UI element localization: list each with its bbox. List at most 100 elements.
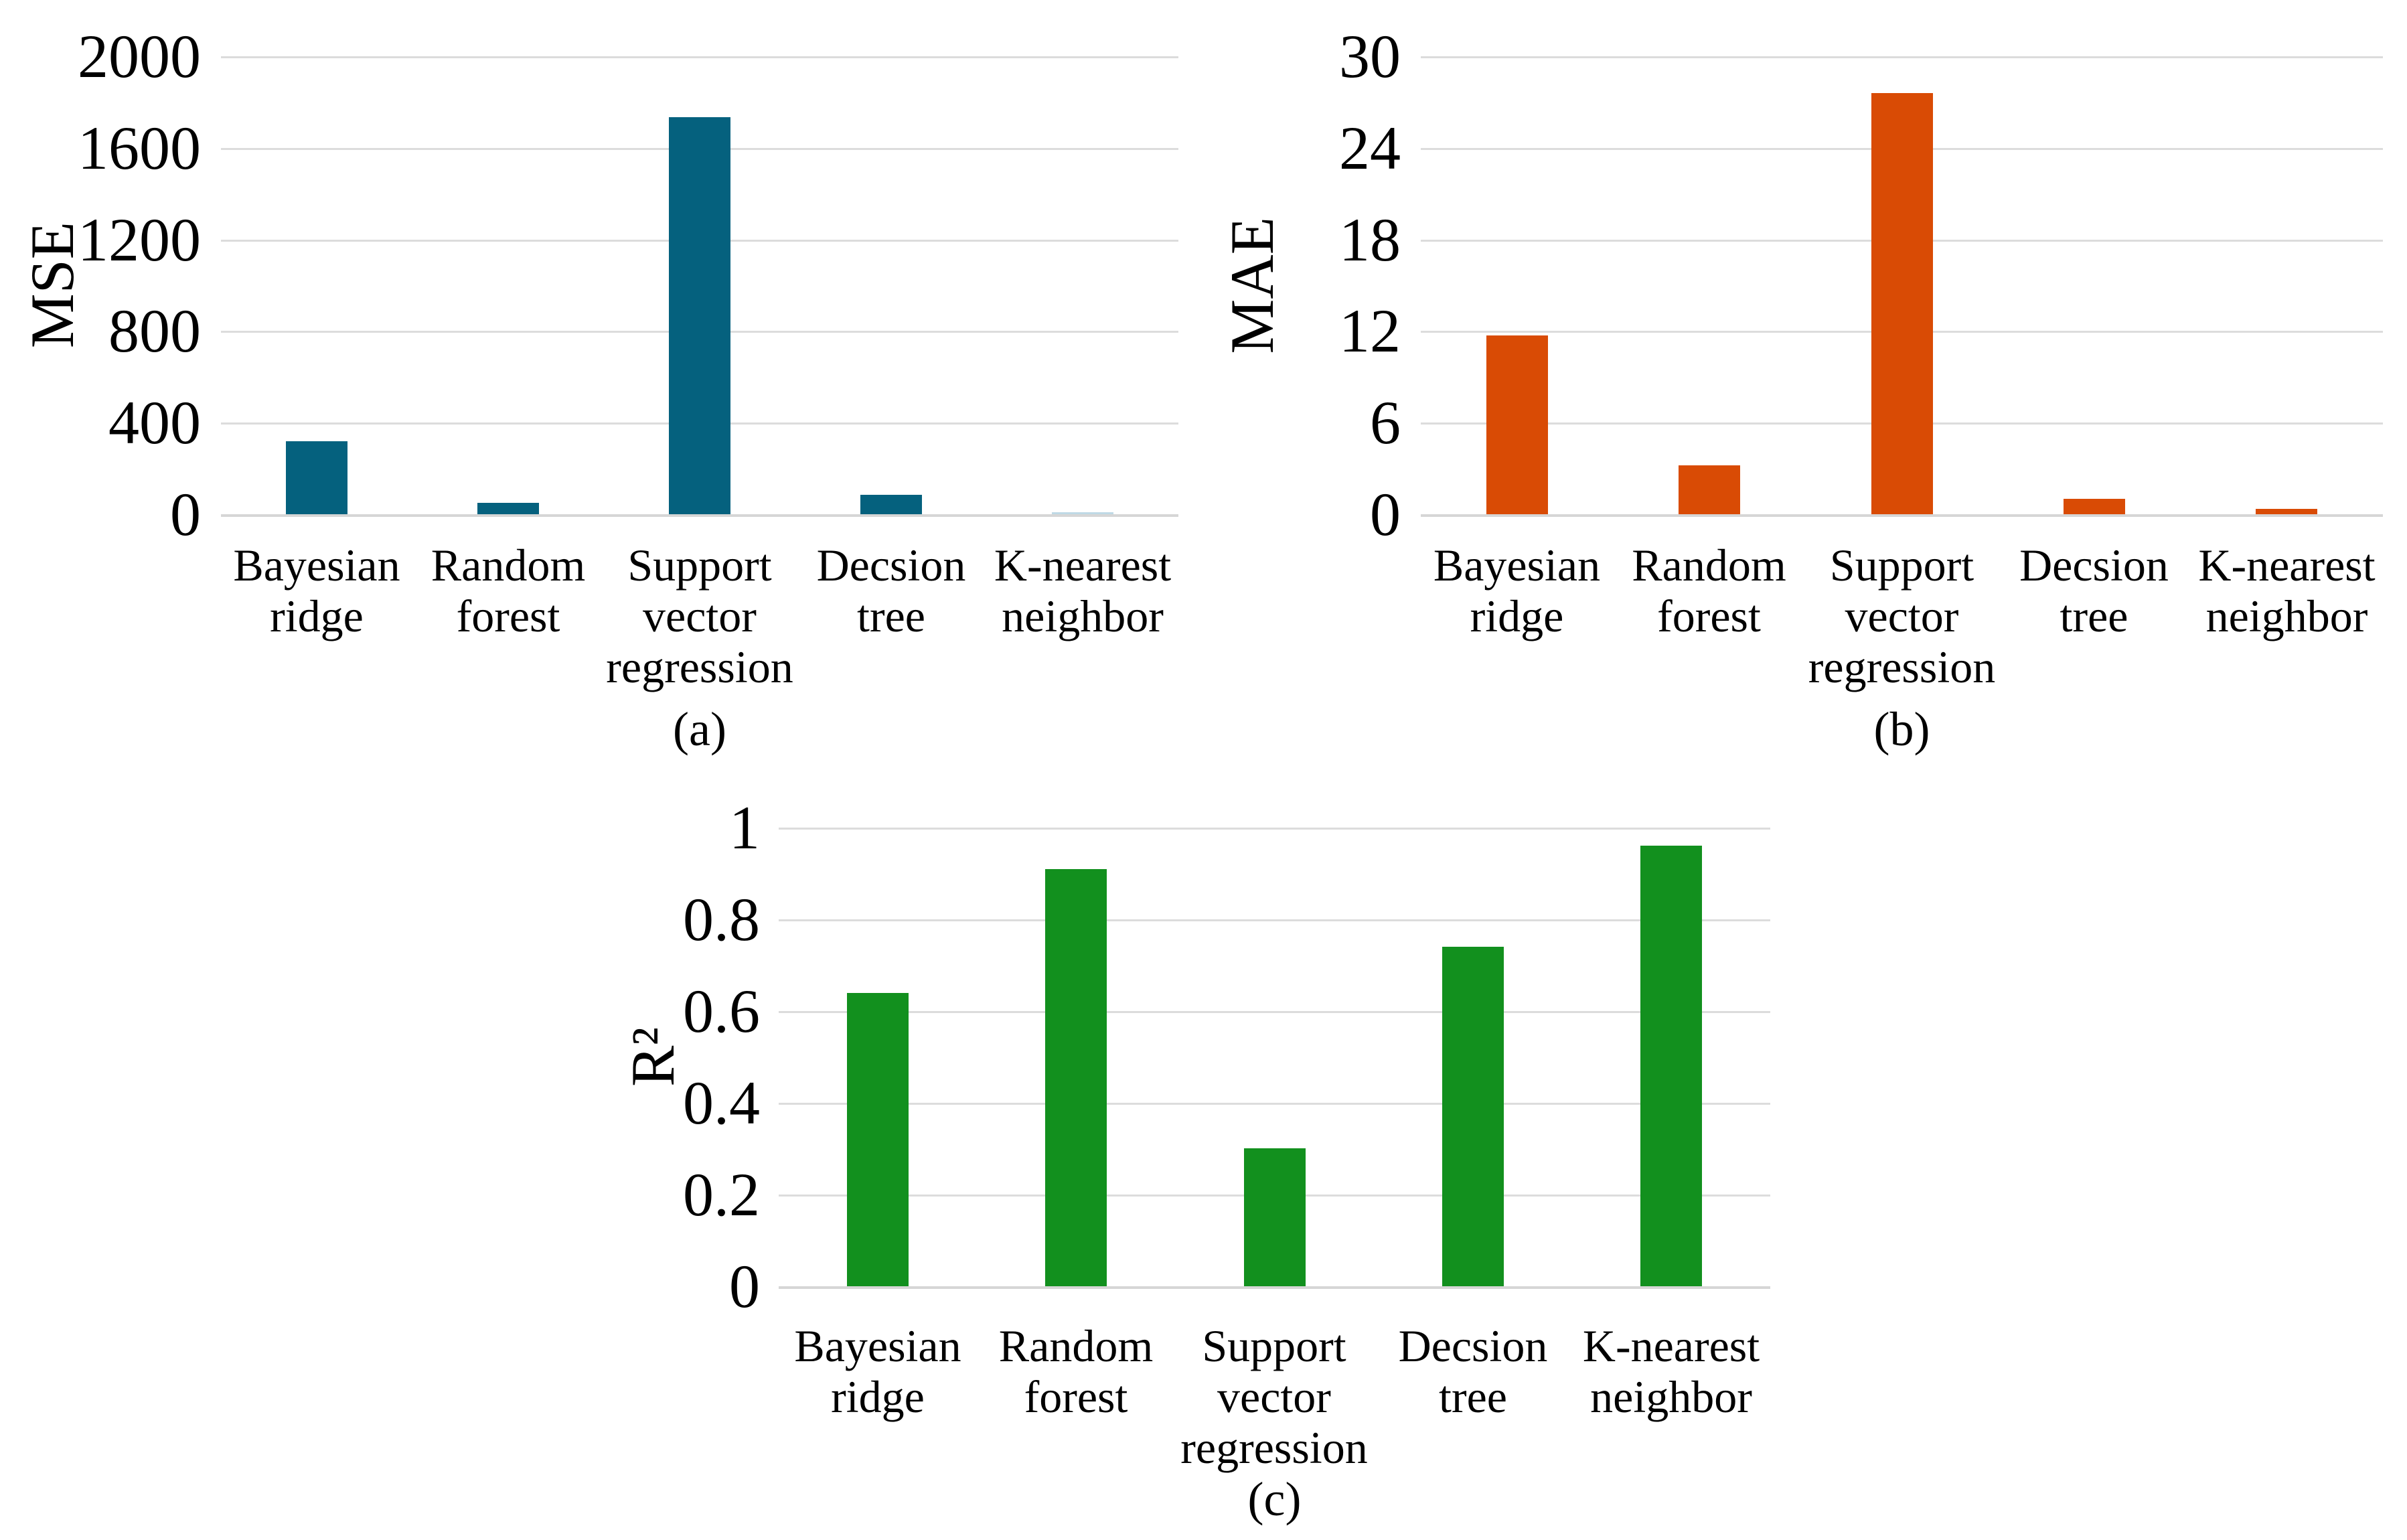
x-category-label-line: regression	[1180, 1422, 1368, 1474]
bar-c-random-forest	[1045, 869, 1107, 1286]
x-category-label-line: vector	[643, 591, 757, 642]
x-category-label-a-bayesian-ridge: Bayesian ridge	[221, 540, 412, 641]
gridline-b-0	[1421, 514, 2383, 517]
x-category-label-line: forest	[456, 591, 560, 642]
y-tick-label-b-6: 6	[1370, 388, 1401, 457]
gridline-c-0.2	[779, 1195, 1770, 1197]
x-category-label-line: Random	[431, 540, 586, 591]
bar-b-support-vector-regression	[1871, 93, 1933, 514]
y-axis-tick-labels-a: 0 400 800 1200 1600 2000	[0, 25, 201, 545]
plot-area-mse	[221, 56, 1178, 517]
bar-a-decsion-tree	[860, 495, 922, 514]
y-tick-label-c-0.6: 0.6	[683, 977, 760, 1045]
y-tick-label-b-24: 24	[1339, 114, 1401, 182]
caption-c: (c)	[1247, 1472, 1302, 1526]
x-category-label-line: K-nearest	[994, 540, 1172, 591]
x-category-label-b-random-forest: Random forest	[1613, 540, 1805, 641]
gridline-c-0.8	[779, 919, 1770, 921]
x-category-label-line: Decsion	[816, 540, 966, 591]
y-tick-label-b-18: 18	[1339, 206, 1401, 274]
x-category-label-c-k-nearest-neighbor: K-nearest neighbor	[1572, 1320, 1770, 1422]
x-category-label-line: K-nearest	[2198, 540, 2376, 591]
bar-a-random-forest	[477, 503, 539, 514]
gridline-a-1200	[221, 240, 1178, 242]
x-category-label-line: Support	[1202, 1320, 1346, 1371]
y-axis-title-mse-text: MSE	[18, 222, 86, 349]
y-tick-label-b-0: 0	[1370, 480, 1401, 548]
x-category-label-c-support-vector-regression: Support vector regression	[1175, 1320, 1373, 1473]
gridline-a-1600	[221, 148, 1178, 150]
gridline-b-6	[1421, 422, 2383, 425]
x-category-label-b-k-nearest-neighbor: K-nearest neighbor	[2191, 540, 2383, 641]
y-axis-title-mae-text: MAE	[1218, 216, 1286, 354]
x-category-label-line: ridge	[1470, 591, 1564, 642]
y-tick-label-c-0.4: 0.4	[683, 1069, 760, 1137]
x-category-label-a-k-nearest-neighbor: K-nearest neighbor	[987, 540, 1178, 641]
gridline-c-1	[779, 828, 1770, 830]
x-category-label-line: neighbor	[1590, 1371, 1752, 1423]
gridline-a-0	[221, 514, 1178, 517]
x-category-label-line: vector	[1845, 591, 1959, 642]
y-tick-label-c-0: 0	[729, 1252, 760, 1320]
caption-a: (a)	[673, 702, 726, 756]
y-axis-title-r-squared: R²	[613, 828, 693, 1286]
x-category-label-line: tree	[857, 591, 925, 642]
gridline-a-400	[221, 422, 1178, 425]
y-tick-label-c-1: 1	[729, 793, 760, 862]
bar-c-k-nearest-neighbor	[1640, 846, 1702, 1286]
x-category-label-line: Decsion	[1398, 1320, 1548, 1371]
bar-b-k-nearest-neighbor	[2256, 509, 2317, 514]
y-axis-tick-labels-c: 0 0.2 0.4 0.6 0.8 1	[559, 797, 760, 1317]
x-category-label-c-decsion-tree: Decsion tree	[1374, 1320, 1572, 1422]
bar-b-decsion-tree	[2064, 499, 2125, 514]
x-category-label-a-random-forest: Random forest	[412, 540, 604, 641]
x-category-label-line: neighbor	[1002, 591, 1164, 642]
x-category-label-line: tree	[2060, 591, 2128, 642]
bar-a-k-nearest-neighbor	[1052, 512, 1113, 514]
x-category-label-line: tree	[1439, 1371, 1507, 1423]
x-category-label-b-support-vector-regression: Support vector regression	[1806, 540, 1998, 692]
x-category-label-b-decsion-tree: Decsion tree	[1998, 540, 2190, 641]
gridline-a-2000	[221, 56, 1178, 58]
y-tick-label-c-0.8: 0.8	[683, 885, 760, 953]
x-category-label-line: forest	[1657, 591, 1761, 642]
bar-b-bayesian-ridge	[1486, 335, 1548, 514]
x-category-label-line: Bayesian	[233, 540, 400, 591]
plot-area-r-squared	[779, 828, 1770, 1289]
x-category-label-line: Bayesian	[794, 1320, 961, 1371]
x-category-label-c-bayesian-ridge: Bayesian ridge	[779, 1320, 977, 1422]
x-category-label-line: ridge	[270, 591, 364, 642]
bar-a-bayesian-ridge	[286, 441, 347, 514]
x-category-label-line: forest	[1024, 1371, 1128, 1423]
y-tick-label-a-800: 800	[108, 297, 201, 365]
y-tick-label-a-1600: 1600	[78, 114, 201, 182]
x-category-label-line: Random	[1632, 540, 1786, 591]
x-category-label-line: regression	[1808, 641, 1996, 693]
gridline-c-0	[779, 1286, 1770, 1289]
bar-c-bayesian-ridge	[847, 993, 909, 1286]
y-tick-label-a-400: 400	[108, 388, 201, 457]
x-category-label-a-support-vector-regression: Support vector regression	[604, 540, 795, 692]
x-category-label-line: ridge	[831, 1371, 925, 1423]
gridline-b-30	[1421, 56, 2383, 58]
y-axis-title-mae: MAE	[1212, 56, 1292, 514]
x-category-label-line: K-nearest	[1582, 1320, 1760, 1371]
y-axis-tick-labels-b: 0 6 12 18 24 30	[1200, 25, 1401, 545]
x-category-label-a-decsion-tree: Decsion tree	[795, 540, 987, 641]
y-tick-label-a-1200: 1200	[78, 206, 201, 274]
x-category-label-line: Support	[627, 540, 772, 591]
plot-area-mae	[1421, 56, 2383, 517]
gridline-b-12	[1421, 331, 2383, 333]
y-tick-label-b-30: 30	[1339, 22, 1401, 90]
y-tick-label-a-2000: 2000	[78, 22, 201, 90]
caption-b: (b)	[1873, 702, 1930, 756]
gridline-c-0.4	[779, 1103, 1770, 1105]
y-axis-title-mse: MSE	[12, 56, 92, 514]
gridline-b-18	[1421, 240, 2383, 242]
y-tick-label-b-12: 12	[1339, 297, 1401, 365]
x-category-label-line: regression	[606, 641, 793, 693]
x-category-label-line: Bayesian	[1433, 540, 1601, 591]
